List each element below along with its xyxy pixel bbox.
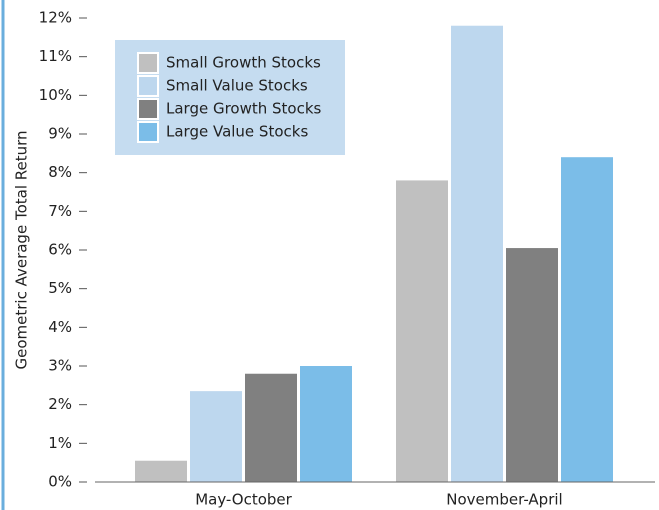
legend-swatch xyxy=(137,98,159,120)
y-tick-label: 10% xyxy=(39,86,72,104)
y-tick-label: 12% xyxy=(39,9,72,27)
y-tick-label: 0% xyxy=(48,473,72,491)
legend-label: Large Value Stocks xyxy=(166,123,308,141)
bar xyxy=(396,180,448,482)
legend-swatch xyxy=(137,75,159,97)
x-tick-label: May-October xyxy=(195,491,292,509)
y-tick-label: 7% xyxy=(48,202,72,220)
y-tick-label: 9% xyxy=(48,125,72,143)
y-tick-label: 2% xyxy=(48,395,72,413)
bar xyxy=(451,25,503,482)
bar xyxy=(135,460,187,482)
legend-swatch xyxy=(137,121,159,143)
legend-swatch xyxy=(137,52,159,74)
legend-label: Large Growth Stocks xyxy=(166,100,322,118)
y-tick-label: 5% xyxy=(48,279,72,297)
y-axis-label: Geometric Average Total Return xyxy=(13,130,31,369)
y-tick-label: 1% xyxy=(48,434,72,452)
y-tick-label: 11% xyxy=(39,47,72,65)
legend-label: Small Value Stocks xyxy=(166,77,308,95)
legend-label: Small Growth Stocks xyxy=(166,54,321,72)
y-tick-label: 4% xyxy=(48,318,72,336)
y-tick-label: 6% xyxy=(48,241,72,259)
bar xyxy=(561,157,613,482)
bar xyxy=(300,366,352,482)
bar xyxy=(506,248,558,482)
x-tick-label: November-April xyxy=(446,491,562,509)
y-tick-label: 8% xyxy=(48,163,72,181)
bar xyxy=(245,373,297,482)
y-tick-label: 3% xyxy=(48,357,72,375)
bar xyxy=(190,391,242,482)
